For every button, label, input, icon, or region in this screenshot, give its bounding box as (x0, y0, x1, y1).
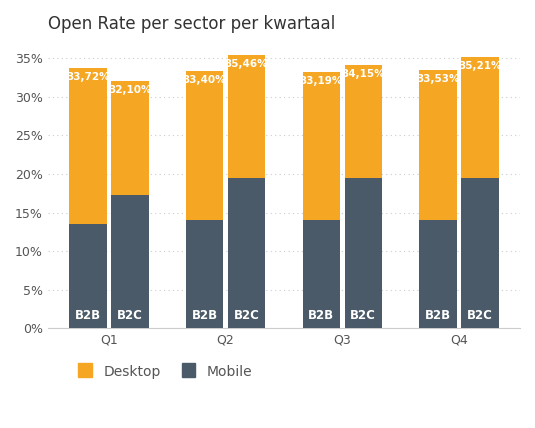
Text: 33,40%: 33,40% (183, 74, 226, 84)
Bar (461, 56, 499, 178)
Bar (419, 220, 456, 328)
Text: 35,46%: 35,46% (225, 59, 269, 68)
Text: B2C: B2C (117, 309, 143, 322)
Text: 33,72%: 33,72% (66, 72, 110, 82)
Bar (69, 224, 106, 328)
Bar (345, 65, 382, 178)
Text: B2B: B2B (425, 309, 451, 322)
Bar (186, 220, 223, 328)
Text: 33,53%: 33,53% (416, 74, 460, 83)
Bar (302, 72, 340, 220)
Text: 32,10%: 32,10% (108, 85, 151, 95)
Bar (111, 81, 149, 195)
Bar (345, 178, 382, 328)
Bar (228, 55, 265, 178)
Text: B2C: B2C (467, 309, 493, 322)
Bar (69, 68, 106, 224)
Text: 34,15%: 34,15% (341, 69, 385, 79)
Text: B2C: B2C (350, 309, 376, 322)
Text: Open Rate per sector per kwartaal: Open Rate per sector per kwartaal (48, 15, 335, 33)
Text: B2B: B2B (308, 309, 334, 322)
Text: B2B: B2B (75, 309, 101, 322)
Text: B2B: B2B (192, 309, 218, 322)
Bar (302, 220, 340, 328)
Bar (228, 178, 265, 328)
Text: 35,21%: 35,21% (458, 60, 502, 71)
Bar (419, 70, 456, 220)
Text: 33,19%: 33,19% (300, 76, 343, 86)
Text: B2C: B2C (234, 309, 259, 322)
Bar (186, 71, 223, 220)
Bar (461, 178, 499, 328)
Bar (111, 195, 149, 328)
Legend: Desktop, Mobile: Desktop, Mobile (78, 365, 252, 378)
